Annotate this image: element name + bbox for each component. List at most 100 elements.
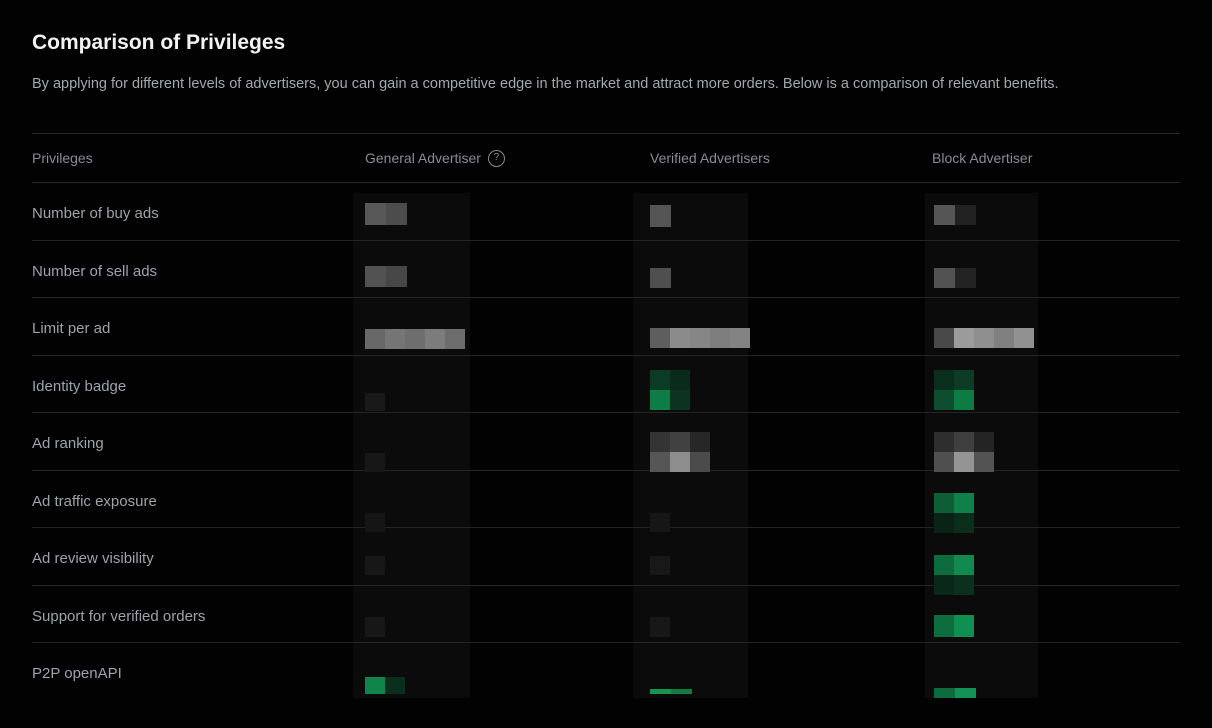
column-header-label: Privileges: [32, 150, 93, 166]
privilege-cell: P2P openAPI: [32, 643, 353, 698]
privilege-label: P2P openAPI: [32, 665, 122, 682]
verified-value-cell: [633, 298, 925, 355]
blur-pixel: [954, 389, 974, 410]
blur-pixel: [650, 452, 670, 472]
blur-pixel: [934, 555, 954, 575]
blur-pixel: [730, 328, 750, 348]
privilege-label: Identity badge: [32, 377, 127, 395]
block-value-cell: [925, 528, 1180, 595]
blur-pixel: [650, 556, 670, 575]
block-value-blurred: [934, 328, 1034, 348]
blur-pixel: [954, 452, 974, 472]
blur-pixel: [954, 512, 974, 533]
privilege-label: Number of sell ads: [32, 262, 158, 280]
privilege-label: Ad ranking: [32, 435, 104, 452]
block-value-blurred: [934, 432, 994, 472]
blur-pixel: [934, 205, 955, 225]
general-value-cell: [353, 528, 633, 585]
verified-value-blurred: [650, 432, 710, 472]
block-value-cell: [925, 356, 1180, 413]
block-value-cell: [925, 586, 1180, 643]
blur-pixel: [365, 265, 386, 287]
blur-pixel: [650, 328, 670, 348]
blur-pixel: [934, 575, 954, 595]
block-value-blurred: [934, 267, 976, 288]
blur-pixel: [365, 512, 385, 532]
verified-value-blurred: [650, 616, 670, 637]
column-header-privileges: Privileges: [32, 150, 353, 166]
blur-pixel: [365, 203, 386, 225]
blur-pixel: [934, 389, 954, 410]
blur-pixel: [710, 328, 730, 348]
blur-pixel: [365, 392, 385, 411]
blur-pixel: [386, 265, 407, 287]
blur-pixel: [445, 329, 465, 349]
general-value-blurred: [365, 392, 385, 411]
column-header-label: Block Advertiser: [932, 150, 1033, 166]
blur-pixel: [954, 328, 974, 348]
block-value-cell: [925, 241, 1180, 298]
privilege-label: Ad review visibility: [32, 550, 154, 567]
general-value-cell: [353, 298, 633, 355]
blur-pixel: [690, 432, 710, 452]
blur-pixel: [955, 267, 976, 288]
verified-value-cell: [633, 356, 925, 413]
blur-pixel: [386, 203, 407, 225]
general-value-blurred: [365, 453, 385, 472]
blur-pixel: [650, 512, 670, 532]
general-value-cell: [353, 356, 633, 413]
blur-pixel: [690, 328, 710, 348]
blur-pixel: [954, 555, 974, 575]
column-header-verified-advertisers: Verified Advertisers: [633, 150, 925, 166]
block-value-blurred: [934, 555, 974, 595]
blur-pixel: [954, 492, 974, 513]
blur-pixel: [650, 689, 671, 694]
blur-pixel: [934, 432, 954, 452]
blur-pixel: [365, 677, 385, 694]
general-value-blurred: [365, 329, 465, 349]
blur-pixel: [934, 452, 954, 472]
verified-value-cell: [633, 528, 925, 585]
block-value-blurred: [934, 369, 974, 410]
block-value-blurred: [934, 614, 974, 637]
blur-pixel: [650, 267, 671, 288]
verified-value-cell: [633, 586, 925, 643]
blur-pixel: [934, 512, 954, 533]
table-row: Ad ranking: [32, 413, 1180, 472]
verified-value-cell: [633, 183, 925, 240]
blur-pixel: [955, 688, 976, 698]
general-value-cell: [353, 183, 633, 240]
table-row: Ad traffic exposure: [32, 471, 1180, 533]
general-value-blurred: [365, 265, 407, 287]
help-icon[interactable]: ?: [487, 149, 505, 167]
blur-pixel: [934, 688, 955, 698]
table-row: P2P openAPI: [32, 643, 1180, 698]
blur-pixel: [670, 432, 690, 452]
blur-pixel: [650, 389, 670, 410]
verified-value-blurred: [650, 369, 690, 410]
general-value-cell: [353, 241, 633, 298]
verified-value-blurred: [650, 556, 670, 575]
general-value-blurred: [365, 203, 407, 225]
verified-value-blurred: [650, 512, 670, 532]
verified-value-blurred: [650, 205, 671, 227]
blur-pixel: [650, 205, 671, 227]
blur-pixel: [994, 328, 1014, 348]
blur-pixel: [365, 329, 385, 349]
block-value-cell: [925, 643, 1180, 698]
verified-value-cell: [633, 413, 925, 472]
privilege-cell: Limit per ad: [32, 298, 353, 355]
blur-pixel: [934, 369, 954, 390]
column-header-block-advertiser: Block Advertiser: [925, 150, 1180, 166]
blur-pixel: [425, 329, 445, 349]
blur-pixel: [1014, 328, 1034, 348]
table-row: Ad review visibility: [32, 528, 1180, 595]
blur-pixel: [934, 328, 954, 348]
column-header-label: Verified Advertisers: [650, 150, 770, 166]
block-value-cell: [925, 298, 1180, 355]
verified-value-blurred: [650, 267, 671, 288]
privilege-label: Ad traffic exposure: [32, 492, 157, 510]
blur-pixel: [650, 432, 670, 452]
blur-pixel: [670, 369, 690, 390]
blur-pixel: [974, 452, 994, 472]
